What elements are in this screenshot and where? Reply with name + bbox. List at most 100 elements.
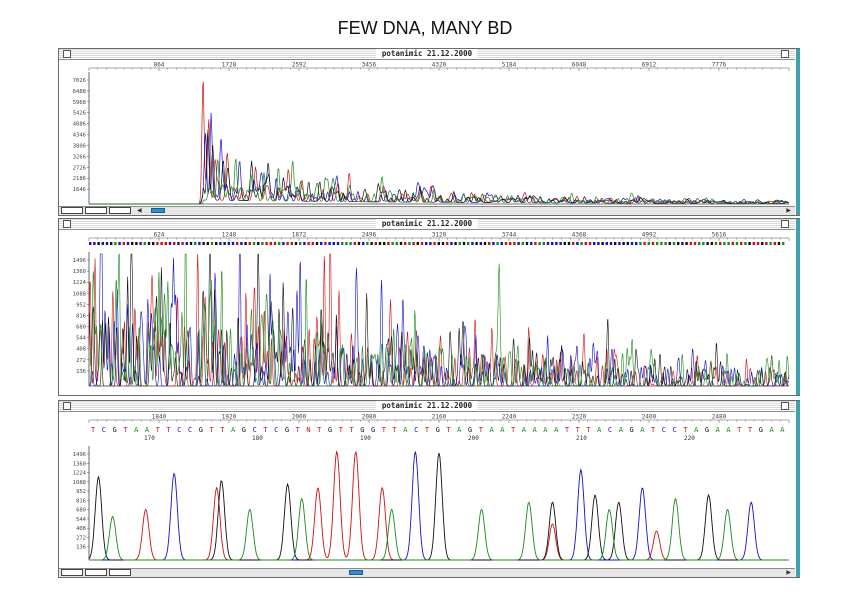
basecall-strip-mark <box>593 242 596 245</box>
view-control-button[interactable] <box>109 207 131 214</box>
base-call-letter: A <box>716 426 721 434</box>
basecall-strip-mark <box>782 242 785 245</box>
basecall-strip-mark <box>135 242 138 245</box>
y-tick-label: 408 <box>76 526 86 532</box>
basecall-strip-mark <box>622 242 625 245</box>
basecall-strip-mark <box>425 242 428 245</box>
basecall-strip-mark <box>492 242 495 245</box>
base-call-letter: T <box>565 426 570 434</box>
window-titlebar[interactable]: potanimic 21.12.2000 <box>59 49 795 60</box>
basecall-strip-mark <box>265 242 268 245</box>
basecall-strip-mark <box>769 242 772 245</box>
zoom-box-icon[interactable] <box>781 50 789 58</box>
x-tick-label: 2480 <box>712 414 727 421</box>
basecall-strip-mark <box>420 242 424 245</box>
basecall-strip-mark <box>370 242 373 245</box>
electropherogram-panel-overview[interactable]: potanimic 21.12.2000 864 1728 2592 3456 4320… <box>58 48 800 216</box>
view-control-button[interactable] <box>61 207 83 214</box>
window-titlebar[interactable]: potanimic 21.12.2000 <box>59 401 795 412</box>
x-tick-label: 4992 <box>642 232 657 239</box>
x-tick-label: 7776 <box>712 62 727 69</box>
close-box-icon[interactable] <box>63 50 71 58</box>
view-control-button[interactable] <box>109 569 131 576</box>
base-position-label: 210 <box>576 435 587 442</box>
basecall-strip-mark <box>332 242 335 245</box>
basecall-strip-mark <box>496 242 499 245</box>
electropherogram-panel-basecalls[interactable]: potanimic 21.12.2000 1840 1920 2000 2080 216… <box>58 400 800 578</box>
basecall-strip-mark <box>139 242 142 245</box>
view-control-button[interactable] <box>85 207 107 214</box>
y-tick-label: 952 <box>76 302 86 308</box>
basecall-strip-mark <box>437 242 440 245</box>
base-call-letter: G <box>629 426 633 434</box>
window-titlebar[interactable]: potanimic 21.12.2000 <box>59 219 795 230</box>
zoom-box-icon[interactable] <box>781 220 789 228</box>
basecall-strip-mark <box>677 242 680 245</box>
x-tick-label: 1840 <box>152 414 167 421</box>
basecall-strip-mark <box>378 242 382 245</box>
base-call-letter: T <box>263 426 268 434</box>
base-position-label: 200 <box>468 435 479 442</box>
basecall-strip-mark <box>408 242 411 245</box>
view-control-button[interactable] <box>61 569 83 576</box>
base-call-letter: T <box>91 426 96 434</box>
y-tick-label: 1360 <box>73 269 86 275</box>
basecall-strip-mark <box>479 242 482 245</box>
basecall-strip-mark <box>471 242 474 245</box>
close-box-icon[interactable] <box>63 402 71 410</box>
scroll-thumb[interactable] <box>151 208 165 213</box>
basecall-strip-mark <box>416 242 419 245</box>
x-tick-label: 6912 <box>642 62 657 69</box>
basecall-strip-mark <box>177 242 180 245</box>
status-scroll-bar[interactable]: ◀ ▶ <box>59 206 795 215</box>
basecall-strip-mark <box>563 242 566 245</box>
x-tick-label: 1872 <box>292 232 307 239</box>
close-box-icon[interactable] <box>63 220 71 228</box>
basecall-strip-mark <box>601 242 604 245</box>
base-call-letter: T <box>156 426 161 434</box>
basecall-strip-mark <box>215 242 218 245</box>
base-call-letter: T <box>123 426 128 434</box>
base-call-letter: G <box>360 426 364 434</box>
basecall-strip-mark <box>248 242 251 245</box>
base-call-letter: A <box>597 426 602 434</box>
x-tick-label: 3744 <box>502 232 517 239</box>
basecall-strip-mark <box>765 242 768 245</box>
basecall-strip-mark <box>475 242 478 245</box>
x-tick-label: 3120 <box>432 232 447 239</box>
basecall-strip-mark <box>147 242 151 245</box>
base-call-letter: T <box>425 426 430 434</box>
page-title: FEW DNA, MANY BD <box>337 18 513 38</box>
trace-line-0 <box>89 81 790 205</box>
view-control-button[interactable] <box>85 569 107 576</box>
base-call-letter: A <box>726 426 731 434</box>
trace-line-3 <box>89 497 789 561</box>
basecall-strip-mark <box>702 242 705 245</box>
window-edge-bar <box>796 49 800 215</box>
basecall-strip-mark <box>450 242 453 245</box>
scroll-thumb[interactable] <box>349 570 363 575</box>
scroll-right-arrow-icon[interactable]: ▶ <box>786 208 791 214</box>
y-tick-label: 7026 <box>73 78 86 84</box>
base-call-letter: G <box>285 426 289 434</box>
base-call-letter: T <box>446 426 451 434</box>
basecall-strip-mark <box>706 242 709 245</box>
status-scroll-bar[interactable]: ▶ <box>59 568 795 577</box>
basecall-strip-mark <box>299 242 302 245</box>
base-position-label: 190 <box>360 435 371 442</box>
base-call-letter: T <box>737 426 742 434</box>
basecall-strip-mark <box>391 242 394 245</box>
basecall-strip-mark <box>194 242 197 245</box>
trace-plot: 624 1248 1872 2496 3120 3744 4368 4992 5616 1496 1… <box>73 232 790 387</box>
electropherogram-panel-raw[interactable]: potanimic 21.12.2000 624 1248 1872 2496 3120… <box>58 218 800 396</box>
base-call-letter: T <box>166 426 171 434</box>
scroll-right-arrow-icon[interactable]: ▶ <box>786 570 791 576</box>
basecall-strip-mark <box>609 242 613 245</box>
basecall-strip-mark <box>538 242 541 245</box>
basecall-strip-mark <box>685 242 688 245</box>
basecall-strip-mark <box>219 242 222 245</box>
scroll-left-arrow-icon[interactable]: ◀ <box>137 208 142 214</box>
basecall-strip-mark <box>462 242 466 245</box>
base-call-letter: N <box>306 426 310 434</box>
zoom-box-icon[interactable] <box>781 402 789 410</box>
